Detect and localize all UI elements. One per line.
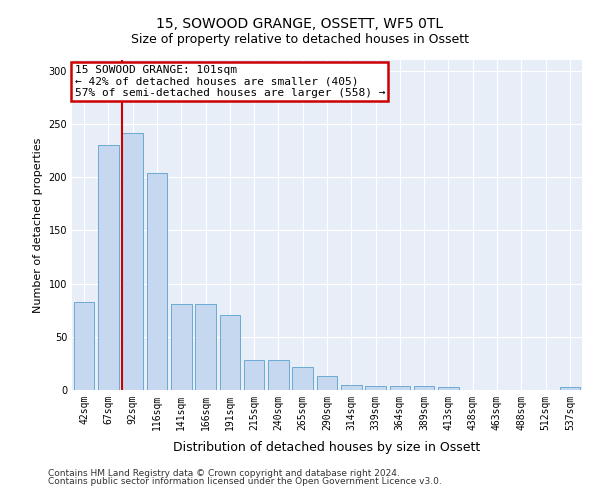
Bar [560, 387, 580, 390]
Bar [365, 386, 386, 390]
Bar [389, 386, 410, 390]
Bar [414, 386, 434, 390]
Bar [74, 302, 94, 390]
Bar [146, 173, 167, 390]
Bar [292, 366, 313, 390]
Text: Contains public sector information licensed under the Open Government Licence v3: Contains public sector information licen… [48, 477, 442, 486]
Bar [98, 145, 119, 390]
Bar [244, 360, 265, 390]
Bar [171, 304, 191, 390]
X-axis label: Distribution of detached houses by size in Ossett: Distribution of detached houses by size … [173, 441, 481, 454]
Text: 15 SOWOOD GRANGE: 101sqm
← 42% of detached houses are smaller (405)
57% of semi-: 15 SOWOOD GRANGE: 101sqm ← 42% of detach… [74, 65, 385, 98]
Bar [341, 384, 362, 390]
Bar [317, 376, 337, 390]
Bar [268, 360, 289, 390]
Bar [122, 134, 143, 390]
Bar [195, 304, 216, 390]
Bar [220, 316, 240, 390]
Bar [438, 387, 459, 390]
Text: 15, SOWOOD GRANGE, OSSETT, WF5 0TL: 15, SOWOOD GRANGE, OSSETT, WF5 0TL [157, 18, 443, 32]
Text: Contains HM Land Registry data © Crown copyright and database right 2024.: Contains HM Land Registry data © Crown c… [48, 468, 400, 477]
Text: Size of property relative to detached houses in Ossett: Size of property relative to detached ho… [131, 32, 469, 46]
Y-axis label: Number of detached properties: Number of detached properties [33, 138, 43, 312]
